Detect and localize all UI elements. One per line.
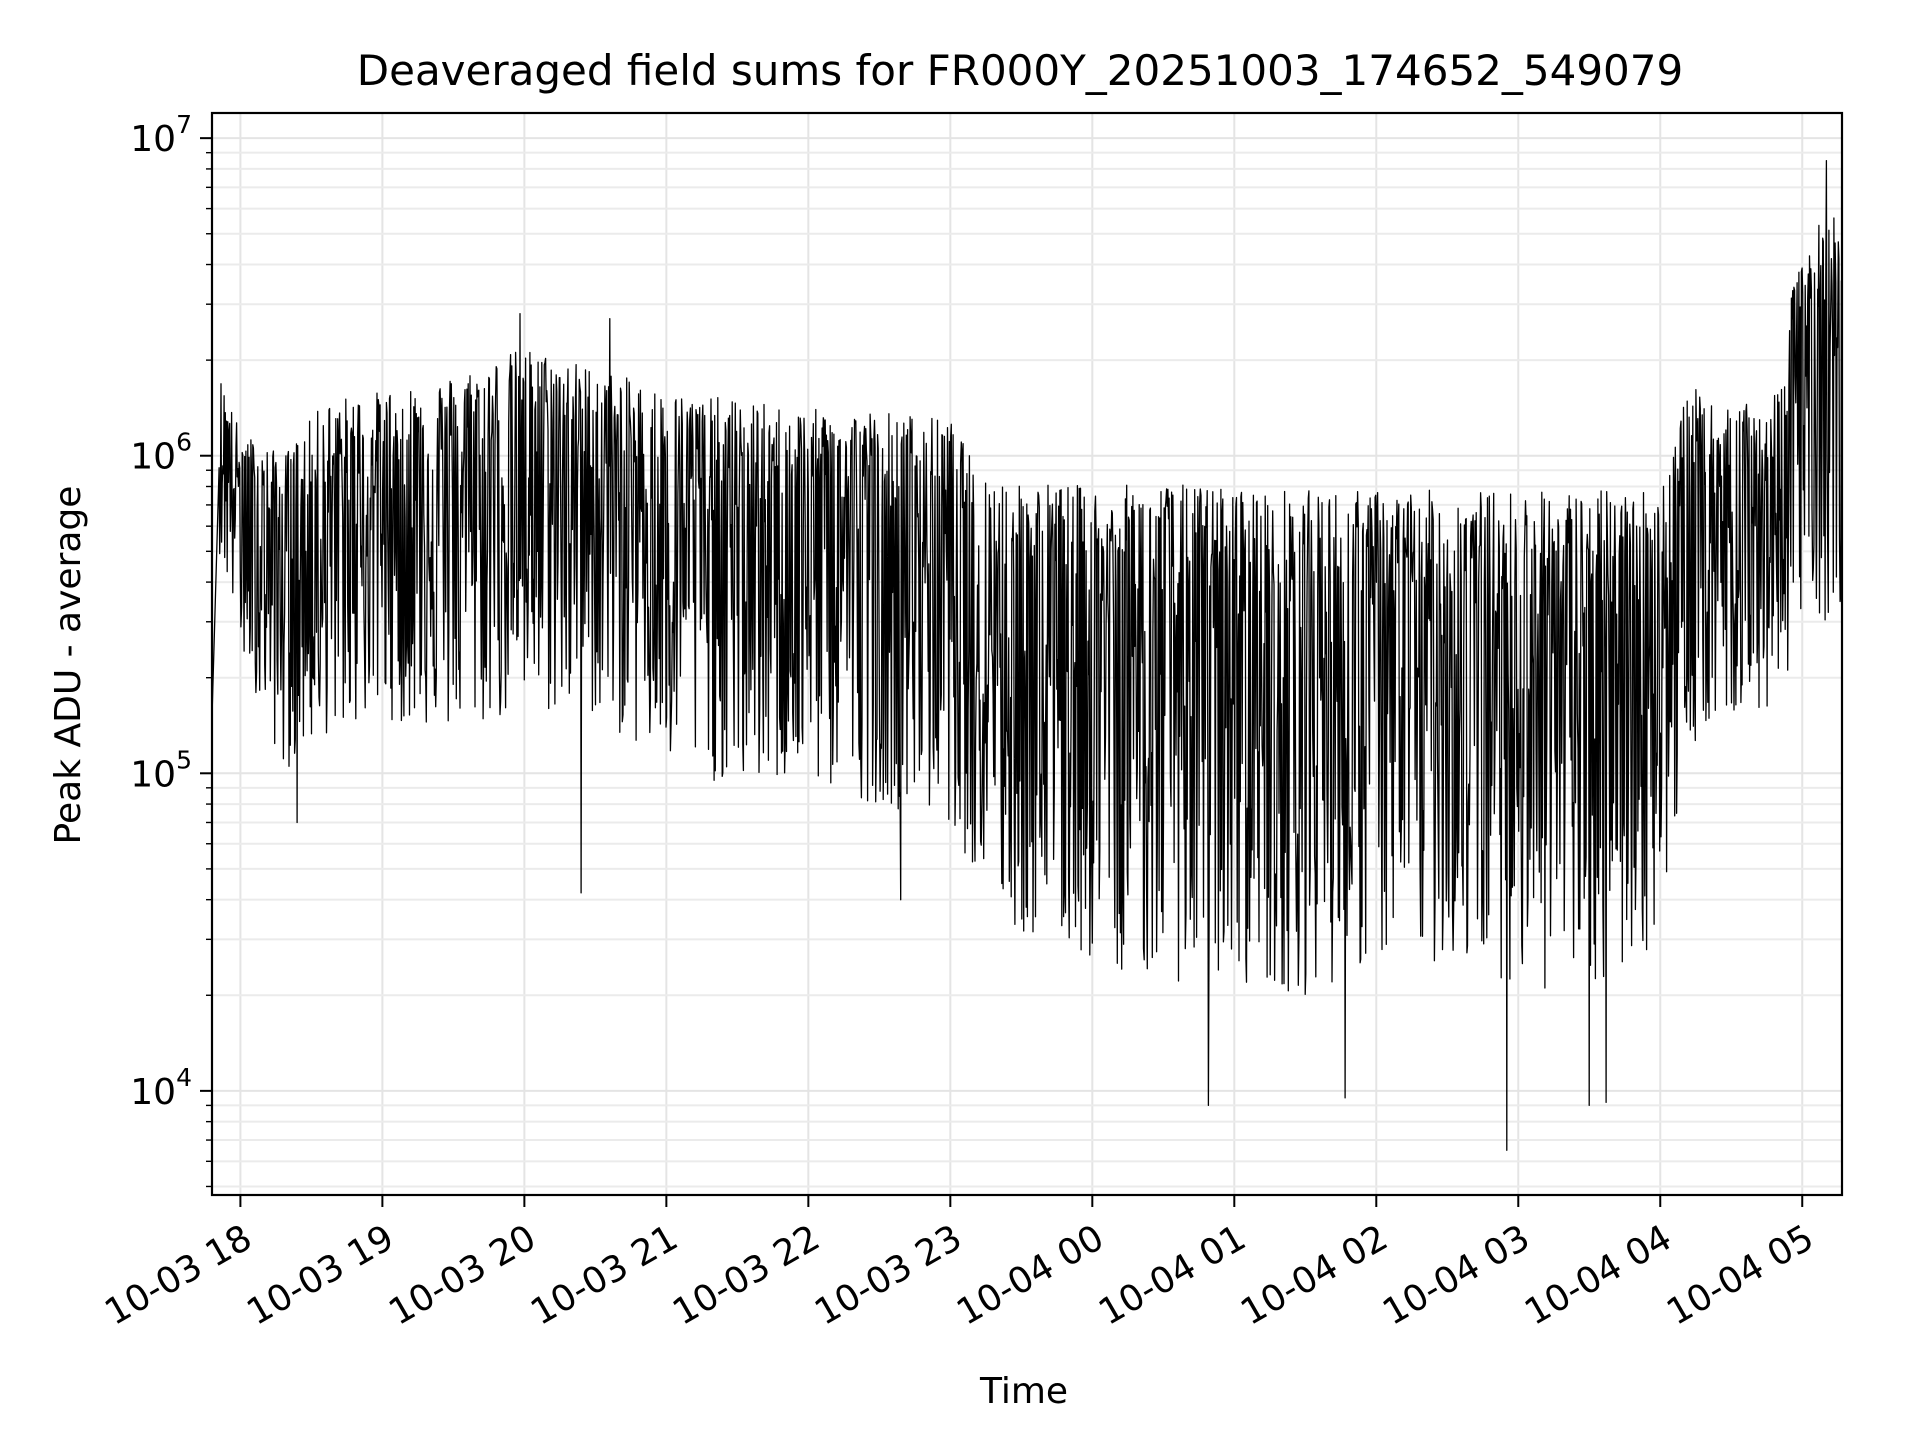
y-tick-label: 106 [130, 428, 192, 478]
plot-area [211, 159, 1843, 1151]
y-tick-base: 10 [130, 1072, 176, 1113]
y-tick-label: 105 [130, 745, 192, 795]
series-line-peak-adu [211, 159, 1843, 1151]
y-tick-exponent: 4 [176, 1063, 192, 1092]
x-axis-label: Time [979, 1371, 1068, 1412]
y-tick-label: 104 [130, 1063, 192, 1113]
y-tick-exponent: 5 [176, 745, 192, 774]
chart-title: Deaveraged field sums for FR000Y_2025100… [357, 46, 1683, 95]
y-tick-base: 10 [130, 437, 176, 478]
y-tick-base: 10 [130, 754, 176, 795]
axes-frame [210, 111, 1844, 1197]
y-tick-exponent: 7 [176, 110, 192, 139]
y-tick-base: 10 [130, 119, 176, 160]
y-tick-label: 107 [130, 110, 192, 160]
y-axis-label: Peak ADU - average [48, 486, 89, 845]
y-tick-exponent: 6 [176, 428, 192, 457]
